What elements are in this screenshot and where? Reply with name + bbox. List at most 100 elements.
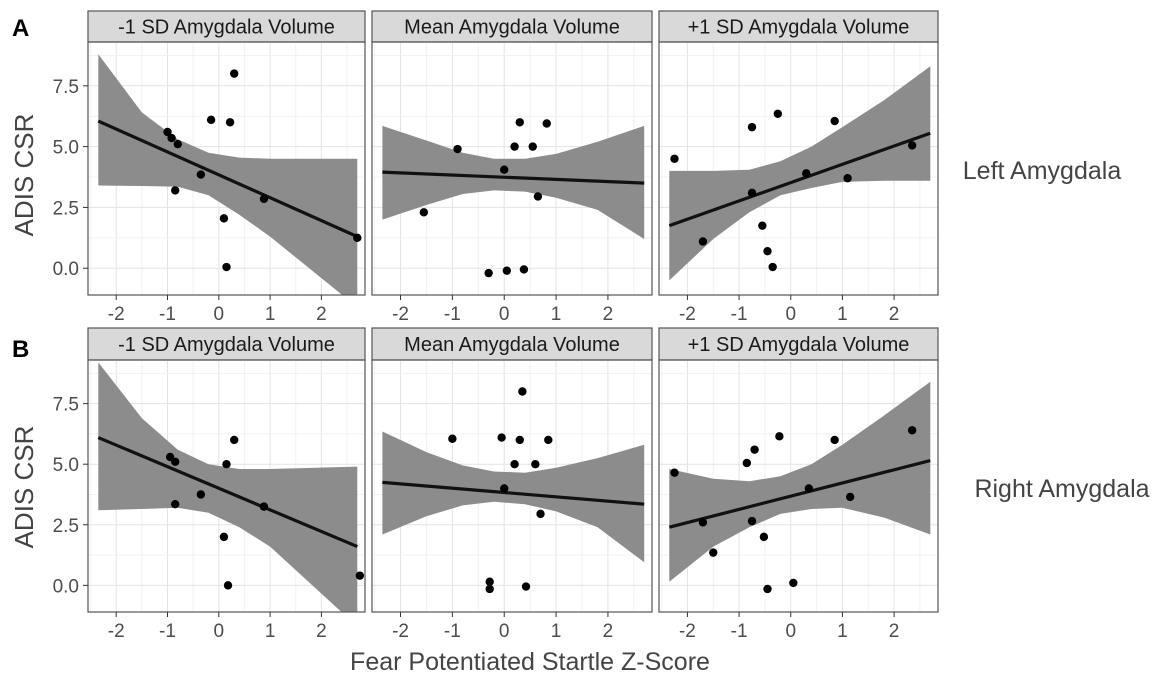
data-point bbox=[259, 194, 269, 204]
data-point bbox=[510, 459, 519, 469]
data-point bbox=[171, 457, 180, 466]
x-tick-label: 2 bbox=[603, 621, 614, 642]
chart-rows: A Left Amygdala -1 SD Amygdala Volume -2 -1 0… bbox=[12, 10, 1150, 642]
regression-line bbox=[97, 436, 358, 549]
panel-border bbox=[371, 41, 653, 296]
y-axis-title-row-a: ADIS CSR bbox=[9, 114, 39, 237]
x-tick-label: -2 bbox=[679, 304, 696, 325]
facet-title: -1 SD Amygdala Volume bbox=[118, 17, 335, 39]
facet-title: +1 SD Amygdala Volume bbox=[688, 17, 910, 39]
x-tick-label: -1 bbox=[159, 304, 176, 325]
x-tick-label: 1 bbox=[551, 304, 562, 325]
data-point bbox=[830, 435, 839, 445]
y-tick-label: 0.0 bbox=[53, 259, 79, 280]
data-point bbox=[521, 582, 531, 591]
x-tick-label: 1 bbox=[837, 304, 848, 325]
data-point bbox=[515, 435, 524, 445]
y-tick-label: 5.0 bbox=[53, 455, 79, 476]
data-point bbox=[419, 208, 429, 217]
data-point bbox=[163, 127, 172, 137]
data-point bbox=[544, 435, 553, 445]
facet-panel: -1 SD Amygdala Volume -2 -1 0 1 2 0.0 2.5 5.0 7.5 bbox=[53, 327, 366, 642]
data-point bbox=[830, 116, 839, 126]
y-axis-title-row-b: ADIS CSR bbox=[9, 426, 39, 549]
confidence-band bbox=[669, 381, 931, 582]
x-tick-label: 0 bbox=[499, 304, 510, 325]
panel-border bbox=[87, 41, 366, 296]
x-tick-label: -2 bbox=[392, 621, 409, 642]
data-point bbox=[763, 584, 772, 594]
chart-row-a: A Left Amygdala -1 SD Amygdala Volume -2 -1 0… bbox=[12, 10, 1122, 325]
x-tick-label: 0 bbox=[785, 304, 796, 325]
data-point bbox=[515, 118, 524, 127]
x-tick-label: 2 bbox=[603, 304, 614, 325]
data-point bbox=[519, 265, 529, 274]
x-tick-label: 0 bbox=[214, 304, 225, 325]
data-point bbox=[698, 237, 708, 246]
row-side-label: Right Amygdala bbox=[974, 475, 1149, 503]
facet-title: Mean Amygdala Volume bbox=[404, 334, 620, 356]
regression-line bbox=[382, 480, 645, 506]
panel-border bbox=[371, 359, 653, 613]
x-tick-label: 2 bbox=[889, 621, 900, 642]
data-point bbox=[709, 548, 718, 557]
facet-panel: -1 SD Amygdala Volume -2 -1 0 1 2 0.0 2.5 5.0 7.5 bbox=[53, 10, 366, 325]
regression-line bbox=[668, 459, 931, 529]
data-point bbox=[448, 434, 457, 443]
panel-border bbox=[658, 359, 939, 613]
confidence-band bbox=[669, 66, 931, 281]
data-point bbox=[484, 268, 493, 278]
row-side-label: Left Amygdala bbox=[963, 157, 1122, 185]
data-point bbox=[775, 432, 784, 441]
confidence-band bbox=[382, 431, 645, 563]
data-point bbox=[670, 468, 679, 477]
x-tick-label: 2 bbox=[316, 304, 327, 325]
data-point bbox=[742, 458, 752, 468]
data-point bbox=[229, 69, 239, 78]
x-tick-label: -2 bbox=[108, 621, 125, 642]
confidence-band bbox=[382, 125, 645, 239]
data-point bbox=[907, 141, 917, 150]
x-axis-title: Fear Potentiated Startle Z-Score bbox=[350, 648, 710, 676]
x-tick-label: 0 bbox=[499, 621, 510, 642]
data-point bbox=[223, 581, 233, 590]
data-point bbox=[542, 119, 551, 128]
y-tick-label: 2.5 bbox=[53, 516, 79, 537]
data-point bbox=[173, 139, 182, 149]
x-tick-label: 0 bbox=[785, 621, 796, 642]
regression-line bbox=[382, 170, 645, 185]
facet-title: Mean Amygdala Volume bbox=[404, 17, 620, 39]
facet-strip bbox=[371, 10, 653, 43]
data-point bbox=[219, 532, 229, 542]
data-point bbox=[747, 122, 757, 132]
data-point bbox=[531, 459, 540, 469]
data-point bbox=[355, 571, 365, 580]
facet-strip bbox=[87, 10, 366, 43]
row-label: B bbox=[12, 336, 29, 363]
data-point bbox=[763, 247, 772, 256]
y-tick-label: 0.0 bbox=[53, 576, 79, 597]
facet-strip bbox=[658, 10, 939, 43]
data-point bbox=[518, 387, 527, 396]
data-point bbox=[453, 144, 462, 154]
y-tick-label: 7.5 bbox=[53, 395, 79, 416]
data-point bbox=[804, 484, 814, 493]
data-point bbox=[750, 445, 759, 454]
data-point bbox=[219, 214, 229, 223]
panel-border bbox=[658, 41, 939, 296]
x-tick-label: -2 bbox=[392, 304, 409, 325]
data-point bbox=[843, 174, 852, 183]
data-point bbox=[206, 115, 216, 125]
data-point bbox=[171, 499, 180, 509]
x-tick-label: 1 bbox=[265, 304, 276, 325]
x-tick-label: -2 bbox=[108, 304, 125, 325]
data-point bbox=[747, 188, 757, 198]
data-point bbox=[222, 459, 231, 469]
x-tick-label: -1 bbox=[731, 621, 748, 642]
x-tick-label: 2 bbox=[889, 304, 900, 325]
regression-line bbox=[97, 119, 358, 239]
data-point bbox=[528, 142, 537, 151]
facet-panel: +1 SD Amygdala Volume -2 -1 0 1 2 bbox=[658, 327, 939, 642]
x-tick-label: 1 bbox=[265, 621, 276, 642]
